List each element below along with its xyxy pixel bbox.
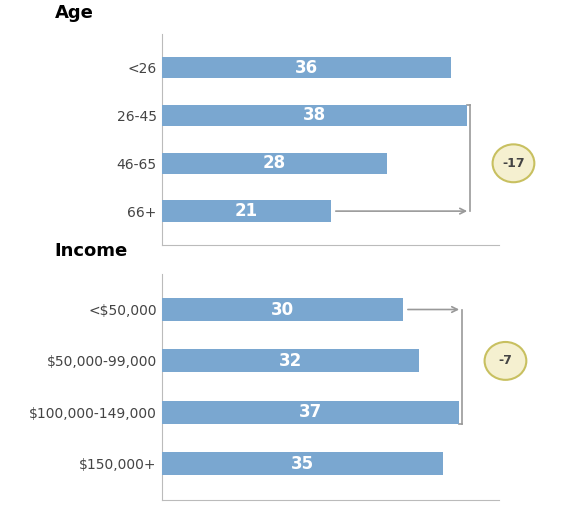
Text: Income: Income [55,242,128,260]
Bar [162,200,331,222]
Bar [162,452,443,476]
Bar [162,298,403,321]
Bar [162,401,459,424]
Text: Age: Age [55,4,93,22]
Text: 36: 36 [295,59,318,77]
Text: 21: 21 [235,202,258,220]
Bar [162,349,419,372]
Bar [162,57,451,78]
Text: 38: 38 [303,106,326,125]
Text: -7: -7 [499,355,512,367]
Bar [162,105,467,126]
Text: 32: 32 [279,352,302,370]
Bar [162,153,387,174]
Text: 35: 35 [291,454,314,473]
Text: 30: 30 [271,300,294,319]
Text: -17: -17 [502,157,525,170]
Text: 28: 28 [263,154,286,173]
Text: 37: 37 [299,403,322,421]
